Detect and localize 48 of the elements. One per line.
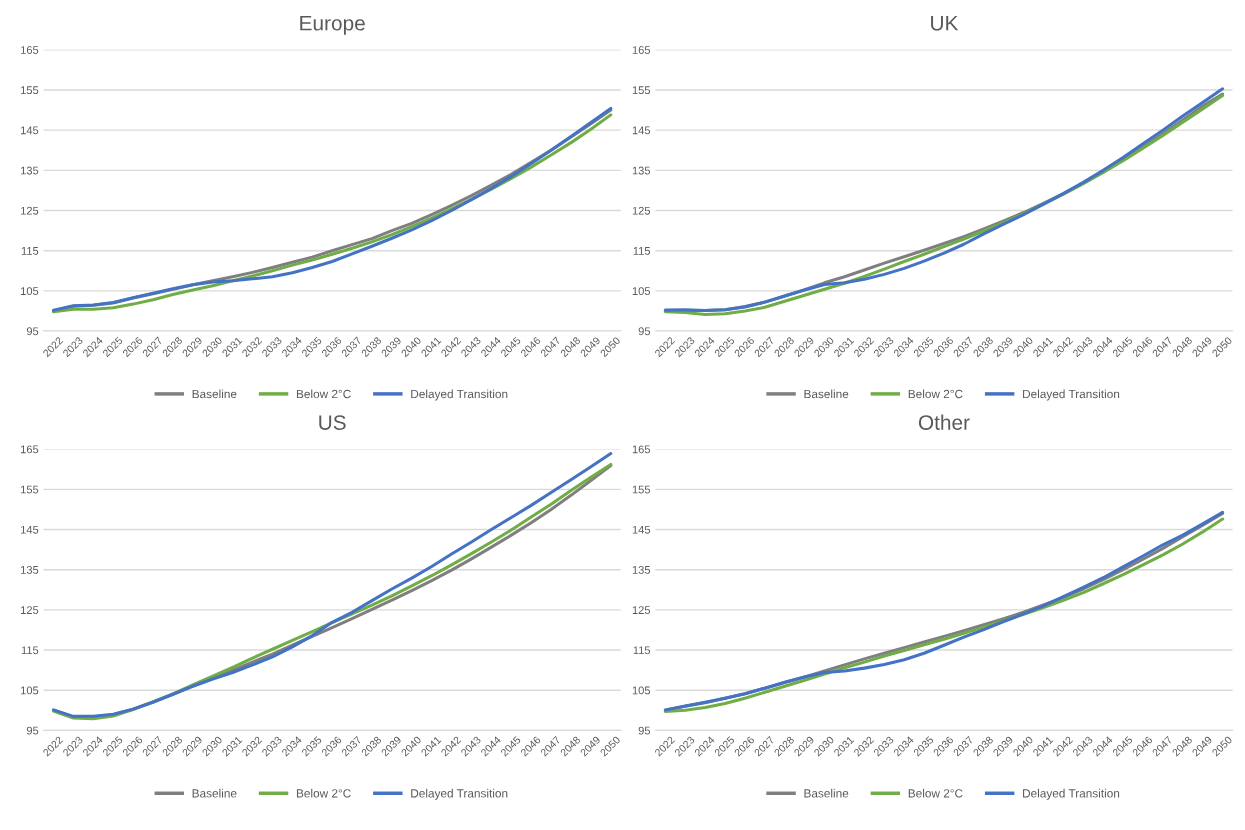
y-tick-label: 145 (632, 525, 651, 534)
y-tick-label: 115 (633, 646, 651, 655)
legend-label: Delayed Transition (1023, 788, 1120, 800)
y-tick-label: 155 (21, 485, 39, 494)
y-tick-label: 135 (632, 166, 651, 175)
y-tick-label: 95 (638, 327, 651, 336)
y-tick-label: 105 (632, 686, 651, 695)
y-tick-label: 95 (26, 327, 39, 336)
y-tick-label: 125 (21, 206, 39, 215)
y-tick-label: 115 (21, 646, 39, 655)
y-tick-label: 155 (21, 86, 39, 95)
legend-label: Below 2°C (908, 389, 963, 399)
y-tick-label: 165 (21, 445, 39, 454)
y-tick-label: 145 (632, 126, 651, 135)
y-tick-label: 115 (633, 247, 651, 255)
legend-label: Baseline (804, 389, 849, 399)
y-tick-label: 155 (632, 86, 651, 95)
y-tick-label: 135 (21, 166, 39, 175)
legend-label: Baseline (192, 389, 237, 399)
legend-label: Baseline (804, 788, 849, 798)
legend-label: Below 2°C (296, 788, 351, 798)
y-tick-label: 135 (21, 565, 39, 574)
legend-label: Below 2°C (908, 788, 963, 798)
y-tick-label: 115 (21, 247, 39, 255)
chart-title: Other (918, 414, 970, 430)
y-tick-label: 165 (632, 445, 651, 454)
y-tick-label: 125 (632, 206, 651, 215)
chart-title: Europe (300, 16, 365, 35)
y-tick-label: 125 (21, 606, 39, 614)
y-tick-label: 165 (632, 46, 651, 54)
y-tick-label: 145 (21, 525, 39, 534)
y-tick-label: 105 (21, 287, 39, 295)
y-tick-label: 155 (632, 485, 651, 494)
chart-title: US (319, 415, 346, 430)
y-tick-label: 125 (632, 606, 651, 614)
y-tick-label: 105 (632, 287, 651, 295)
y-tick-label: 95 (26, 726, 39, 735)
y-tick-label: 135 (632, 565, 651, 574)
y-tick-label: 165 (21, 46, 39, 54)
y-tick-label: 95 (638, 726, 651, 735)
legend-label: Delayed Transition (411, 788, 508, 800)
legend-label: Delayed Transition (1023, 389, 1120, 401)
legend-label: Below 2°C (296, 389, 351, 399)
legend-label: Baseline (192, 788, 237, 798)
legend-label: Delayed Transition (411, 389, 508, 401)
chart-title: UK (931, 16, 959, 31)
y-tick-label: 145 (21, 126, 39, 135)
y-tick-label: 105 (21, 686, 39, 695)
